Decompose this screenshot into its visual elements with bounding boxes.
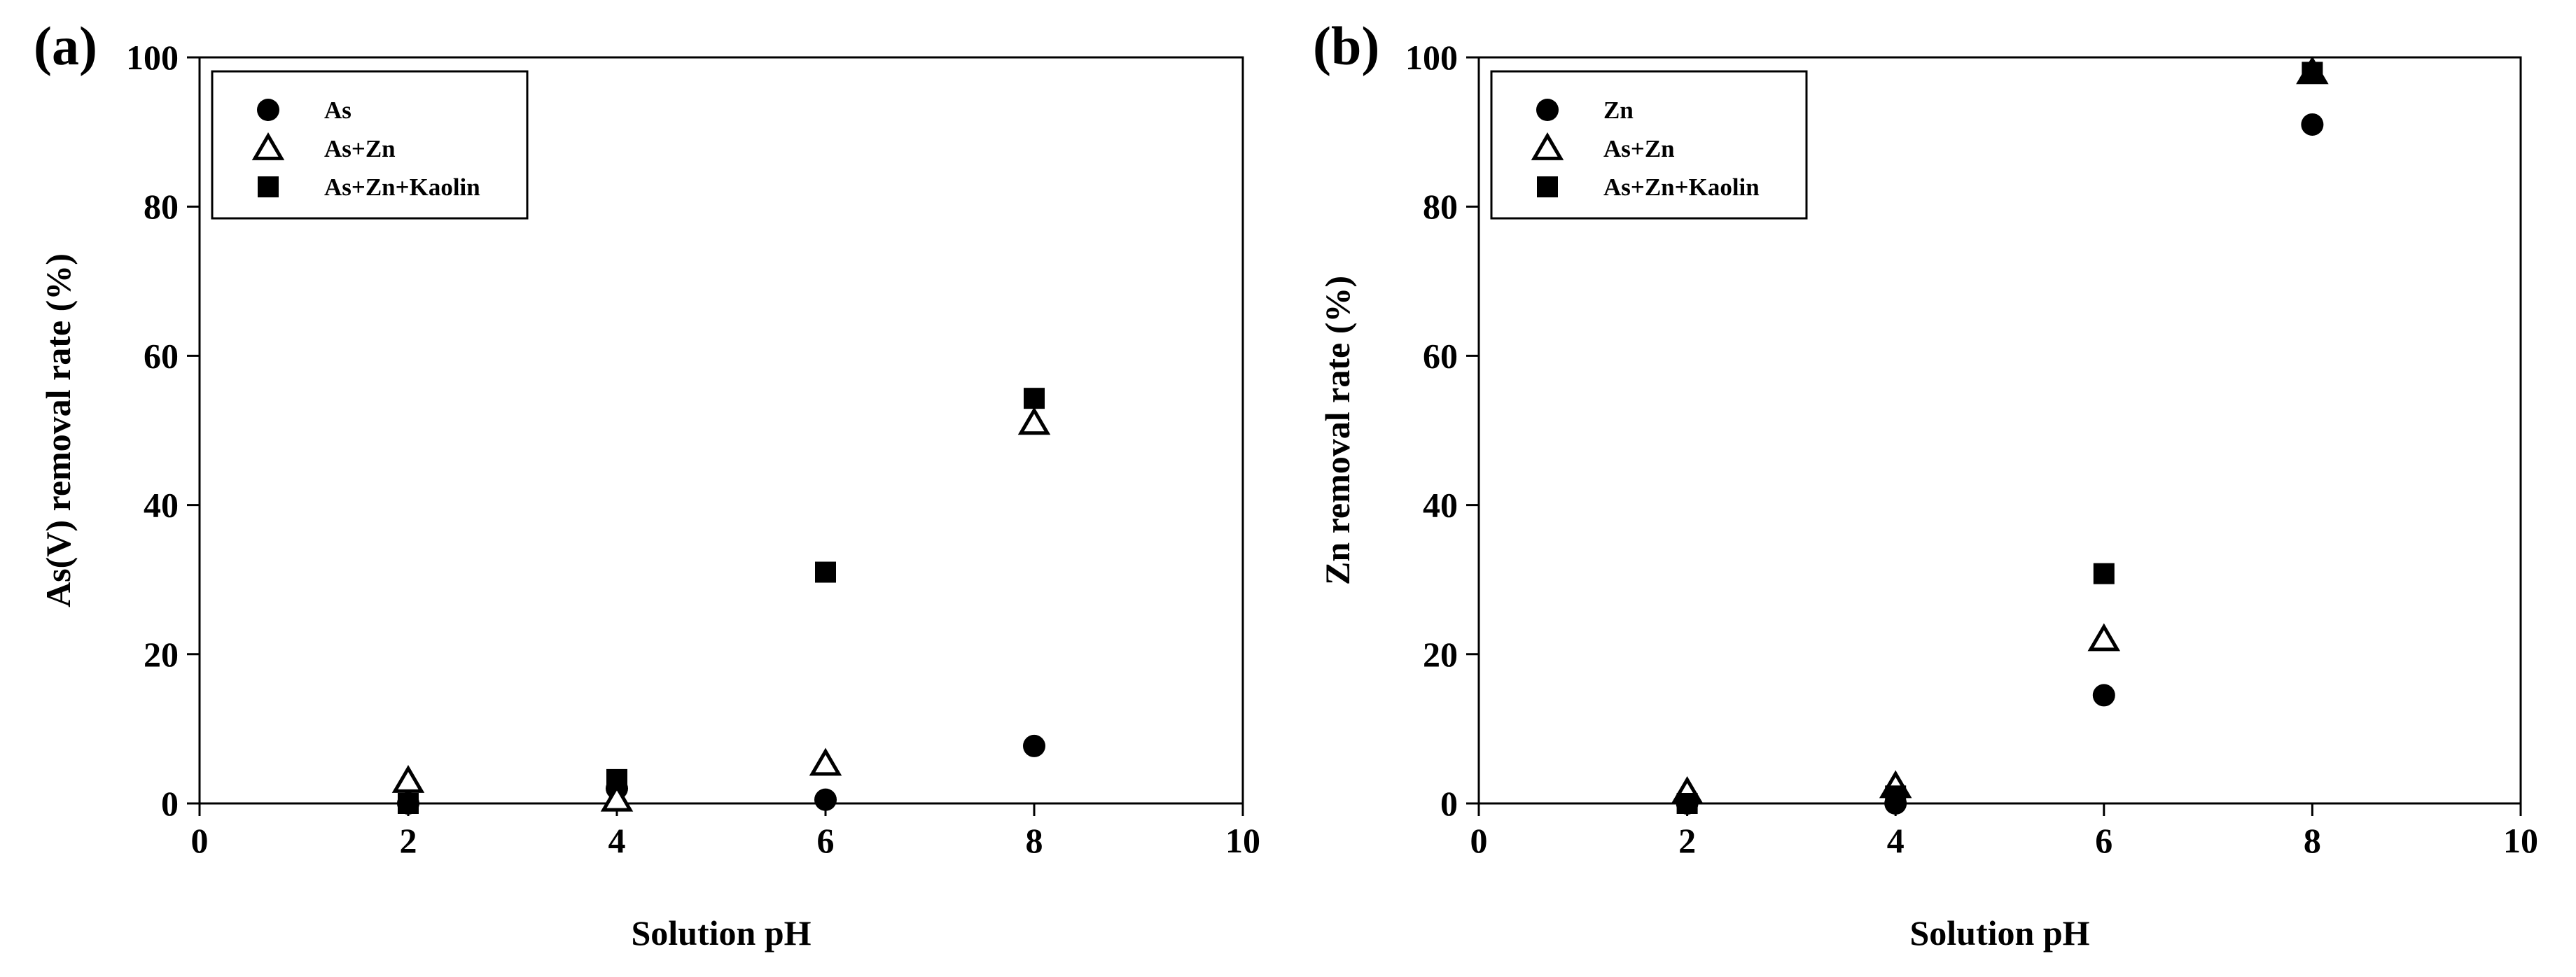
data-filled-square-point-1	[606, 768, 627, 790]
panel-label: (a)	[34, 15, 97, 76]
data-open-triangle-point-0	[391, 765, 425, 793]
legend: As As+Zn As+Zn+Kaolin	[211, 70, 529, 220]
y-axis-title: As(V) removal rate (%)	[39, 253, 78, 607]
data-filled-circle-point-2	[814, 788, 837, 811]
y-tick-label: 60	[1423, 336, 1458, 375]
y-tick-label: 100	[126, 38, 179, 77]
legend-label: As	[324, 97, 351, 124]
legend-open-triangle-point-1	[1531, 132, 1564, 160]
x-tick-label: 4	[1887, 821, 1905, 860]
legend-item: Zn	[1536, 97, 1634, 124]
y-tick-label: 0	[161, 784, 179, 823]
legend-open-triangle-point-1	[251, 132, 285, 160]
legend-label: As+Zn+Kaolin	[1603, 174, 1760, 201]
y-tick-label: 20	[1423, 635, 1458, 674]
data-open-triangle-point-2	[809, 747, 842, 776]
series-as-zn	[391, 407, 1051, 812]
legend-filled-circle-point-0	[257, 99, 279, 121]
x-tick-label: 10	[2503, 821, 2538, 860]
legend-filled-square-point-2	[258, 176, 279, 197]
data-filled-circle-point-2	[2092, 684, 2115, 707]
series-as-zn-kaolin	[1676, 62, 2323, 814]
data-filled-square-point-2	[815, 561, 836, 583]
data-filled-square-point-3	[2302, 62, 2323, 83]
legend-item: As+Zn+Kaolin	[258, 174, 480, 201]
x-tick-label: 8	[2304, 821, 2321, 860]
x-tick-label: 4	[608, 821, 626, 860]
data-filled-square-point-3	[1024, 388, 1045, 409]
legend-item: As+Zn	[251, 132, 396, 162]
x-tick-label: 2	[1678, 821, 1696, 860]
panel-label: (b)	[1313, 15, 1379, 76]
legend-filled-square-point-2	[1537, 176, 1558, 197]
x-tick-label: 0	[1470, 821, 1488, 860]
plot-frame	[198, 56, 1244, 805]
legend-label: As+Zn	[1603, 135, 1675, 162]
y-tick-label: 0	[1440, 784, 1458, 823]
x-tick-label: 8	[1026, 821, 1043, 860]
data-filled-square-point-2	[2093, 563, 2115, 584]
data-filled-circle-point-3	[1023, 734, 1045, 757]
x-tick-label: 0	[191, 821, 209, 860]
legend-filled-circle-point-0	[1536, 99, 1559, 121]
legend-item: As	[257, 97, 351, 124]
y-tick-label: 60	[144, 336, 179, 375]
legend-label: Zn	[1603, 97, 1634, 124]
data-filled-square-point-1	[1885, 785, 1907, 807]
plot-frame	[1477, 56, 2522, 805]
y-tick-label: 40	[144, 486, 179, 525]
y-tick-label: 80	[1423, 187, 1458, 226]
data-filled-square-point-0	[398, 793, 419, 814]
data-open-triangle-point-1	[600, 783, 634, 812]
y-tick-label: 80	[144, 187, 179, 226]
x-tick-label: 10	[1225, 821, 1260, 860]
legend-label: As+Zn	[324, 135, 396, 162]
y-tick-label: 40	[1423, 486, 1458, 525]
data-open-triangle-point-2	[2087, 623, 2121, 652]
legend: Zn As+Zn As+Zn+Kaolin	[1490, 70, 1808, 220]
legend-label: As+Zn+Kaolin	[324, 174, 480, 201]
x-tick-label: 6	[817, 821, 835, 860]
y-tick-label: 20	[144, 635, 179, 674]
data-filled-square-point-0	[1676, 793, 1698, 814]
data-open-triangle-point-3	[1017, 407, 1051, 435]
y-axis-title: Zn removal rate (%)	[1318, 276, 1357, 585]
series-as-zn-kaolin	[398, 388, 1045, 814]
data-filled-circle-point-3	[2301, 113, 2324, 136]
x-axis-title: Solution pH	[1909, 913, 2089, 953]
x-tick-label: 6	[2095, 821, 2112, 860]
legend-item: As+Zn+Kaolin	[1537, 174, 1760, 201]
x-tick-label: 2	[400, 821, 417, 860]
legend-item: As+Zn	[1531, 132, 1675, 162]
x-axis-title: Solution pH	[631, 913, 811, 953]
y-tick-label: 100	[1405, 38, 1458, 77]
